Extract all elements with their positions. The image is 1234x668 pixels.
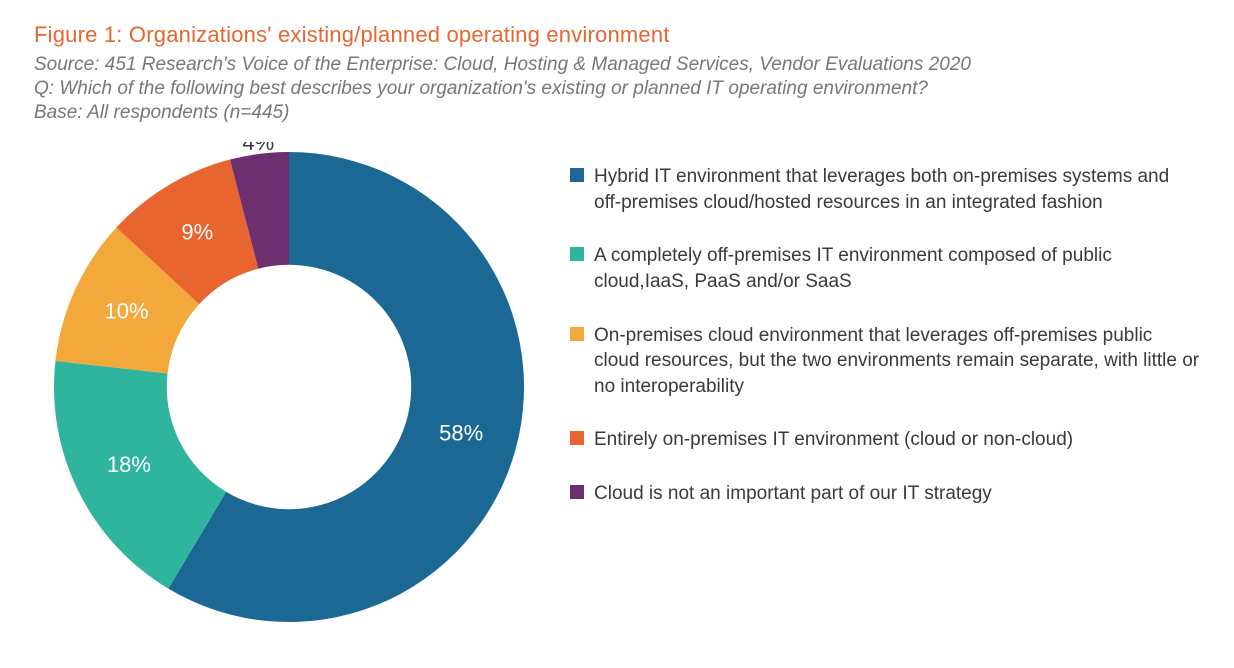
legend-label-on-prem-cloud-separate: On-premises cloud environment that lever… [594, 323, 1200, 400]
slice-label-hybrid: 58% [439, 420, 483, 445]
legend-label-hybrid: Hybrid IT environment that leverages bot… [594, 164, 1200, 215]
figure-page: Figure 1: Organizations' existing/planne… [0, 0, 1234, 668]
legend-swatch-off-premises [570, 247, 584, 261]
legend-label-off-premises: A completely off-premises IT environment… [594, 243, 1200, 294]
slice-label-entirely-on-prem: 9% [181, 220, 213, 245]
chart-legend: Hybrid IT environment that leverages bot… [570, 142, 1200, 535]
legend-item-cloud-not-important: Cloud is not an important part of our IT… [570, 481, 1200, 507]
donut-svg: 58% 18% 10% 9% 4% [34, 142, 544, 632]
chart-and-legend-row: 58% 18% 10% 9% 4% Hybrid IT environment that… [34, 142, 1200, 632]
figure-source-line: Source: 451 Research's Voice of the Ente… [34, 54, 1200, 76]
slice-label-on-prem-cloud-separate: 10% [105, 299, 149, 324]
legend-swatch-hybrid [570, 168, 584, 182]
legend-swatch-entirely-on-prem [570, 431, 584, 445]
figure-base-line: Base: All respondents (n=445) [34, 102, 1200, 124]
legend-item-on-prem-cloud-separate: On-premises cloud environment that lever… [570, 323, 1200, 400]
figure-title: Figure 1: Organizations' existing/planne… [34, 22, 1200, 48]
legend-item-hybrid: Hybrid IT environment that leverages bot… [570, 164, 1200, 215]
legend-swatch-cloud-not-important [570, 485, 584, 499]
legend-item-entirely-on-prem: Entirely on-premises IT environment (clo… [570, 427, 1200, 453]
figure-question-line: Q: Which of the following best describes… [34, 78, 1200, 100]
legend-label-entirely-on-prem: Entirely on-premises IT environment (clo… [594, 427, 1073, 453]
slice-label-cloud-not-important: 4% [242, 142, 274, 155]
legend-swatch-on-prem-cloud-separate [570, 327, 584, 341]
legend-label-cloud-not-important: Cloud is not an important part of our IT… [594, 481, 992, 507]
donut-chart: 58% 18% 10% 9% 4% [34, 142, 524, 632]
slice-label-off-premises: 18% [107, 452, 151, 477]
legend-item-off-premises: A completely off-premises IT environment… [570, 243, 1200, 294]
